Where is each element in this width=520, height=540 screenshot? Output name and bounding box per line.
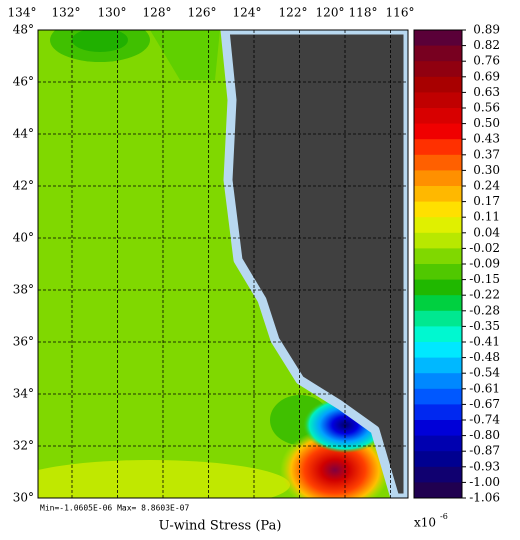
lat-label: 36° bbox=[13, 335, 34, 349]
colorbar-label: 0.24 bbox=[473, 179, 500, 193]
colorbar-segment bbox=[414, 30, 462, 47]
colorbar-label: -0.93 bbox=[469, 459, 500, 473]
colorbar-label: 0.82 bbox=[473, 38, 500, 52]
colorbar-segment bbox=[414, 310, 462, 327]
colorbar-segment bbox=[414, 45, 462, 62]
colorbar: 0.890.82 0.760.69 0.63 0.560.50 0.430.37 0.30… bbox=[413, 23, 500, 505]
colorbar-label: -0.87 bbox=[469, 444, 500, 458]
lon-label: 118° bbox=[349, 6, 378, 20]
colorbar-segment bbox=[414, 279, 462, 296]
colorbar-label: 0.56 bbox=[473, 101, 500, 115]
lat-label: 34° bbox=[13, 387, 34, 401]
colorbar-segment bbox=[414, 466, 462, 483]
colorbar-segment bbox=[414, 108, 462, 125]
colorbar-label: 0.76 bbox=[473, 54, 500, 68]
lon-label: 132° bbox=[52, 6, 81, 20]
colorbar-segment bbox=[414, 139, 462, 156]
colorbar-segment bbox=[414, 373, 462, 390]
lon-label: 124° bbox=[233, 6, 262, 20]
colorbar-segment bbox=[414, 123, 462, 140]
colorbar-label: -0.41 bbox=[469, 335, 500, 349]
colorbar-segment bbox=[414, 217, 462, 234]
map-frame bbox=[37, 29, 409, 499]
lat-label: 40° bbox=[13, 231, 34, 245]
colorbar-label: -0.28 bbox=[469, 303, 500, 317]
colorbar-segment bbox=[414, 326, 462, 343]
colorbar-segment bbox=[414, 404, 462, 421]
colorbar-label: 0.04 bbox=[473, 225, 500, 239]
lat-label: 42° bbox=[13, 179, 34, 193]
lat-label: 44° bbox=[13, 127, 34, 141]
colorbar-segment bbox=[414, 388, 462, 405]
colorbar-label: -0.35 bbox=[469, 319, 500, 333]
graticule bbox=[38, 30, 408, 498]
colorbar-label: 0.43 bbox=[473, 132, 500, 146]
scale-base: x10 bbox=[414, 516, 436, 530]
lon-label: 134° bbox=[8, 6, 37, 20]
colorbar-label: -1.00 bbox=[469, 475, 500, 489]
colorbar-segment bbox=[414, 451, 462, 468]
colorbar-label: -0.02 bbox=[469, 241, 500, 255]
lon-label: 128° bbox=[143, 6, 172, 20]
title: U-wind Stress (Pa) bbox=[159, 519, 282, 534]
colorbar-label: 0.89 bbox=[473, 23, 500, 37]
colorbar-label: 0.37 bbox=[473, 147, 500, 161]
colorbar-segment bbox=[414, 170, 462, 187]
colorbar-label: 0.69 bbox=[473, 69, 500, 83]
lat-label: 48° bbox=[13, 23, 34, 37]
colorbar-segment bbox=[414, 420, 462, 437]
colorbar-segment bbox=[414, 232, 462, 249]
colorbar-segment bbox=[414, 482, 462, 499]
lon-label: 122° bbox=[279, 6, 308, 20]
lon-label: 120° bbox=[316, 6, 345, 20]
colorbar-label: -0.80 bbox=[469, 428, 500, 442]
lat-label: 46° bbox=[13, 75, 34, 89]
colorbar-label: -0.48 bbox=[469, 350, 500, 364]
colorbar-label: -1.06 bbox=[469, 491, 500, 505]
colorbar-segment bbox=[414, 154, 462, 171]
colorbar-label: 0.30 bbox=[473, 163, 500, 177]
lon-label: 130° bbox=[98, 6, 127, 20]
colorbar-segment bbox=[414, 76, 462, 93]
colorbar-segment bbox=[414, 435, 462, 452]
colorbar-label: -0.15 bbox=[469, 272, 500, 286]
colorbar-segment bbox=[414, 61, 462, 78]
colorbar-label: -0.67 bbox=[469, 397, 500, 411]
colorbar-label: 0.50 bbox=[473, 116, 500, 130]
colorbar-segment bbox=[414, 201, 462, 218]
colorbar-label: 0.11 bbox=[473, 210, 500, 224]
colorbar-label: -0.54 bbox=[469, 366, 500, 380]
lon-label: 126° bbox=[188, 6, 217, 20]
colorbar-segment bbox=[414, 342, 462, 359]
lat-label: 38° bbox=[13, 283, 34, 297]
scale-exponent: -6 bbox=[440, 512, 448, 521]
colorbar-label: -0.74 bbox=[469, 413, 500, 427]
colorbar-segment bbox=[414, 357, 462, 374]
colorbar-segment bbox=[414, 264, 462, 281]
lat-label: 32° bbox=[13, 439, 34, 453]
colorbar-segment bbox=[414, 186, 462, 203]
map-field bbox=[38, 30, 408, 498]
colorbar-label: -0.09 bbox=[469, 257, 500, 271]
colorbar-segment bbox=[414, 295, 462, 312]
colorbar-label: -0.22 bbox=[469, 288, 500, 302]
stats: Min=-1.0605E-06 Max= 8.8603E-07 bbox=[40, 504, 189, 513]
colorbar-label: 0.17 bbox=[473, 194, 500, 208]
colorbar-label: 0.63 bbox=[473, 85, 500, 99]
colorbar-label: -0.61 bbox=[469, 381, 500, 395]
lat-label: 30° bbox=[13, 491, 34, 505]
colorbar-segment bbox=[414, 92, 462, 109]
colorbar-segment bbox=[414, 248, 462, 265]
lon-label: 116° bbox=[386, 6, 415, 20]
